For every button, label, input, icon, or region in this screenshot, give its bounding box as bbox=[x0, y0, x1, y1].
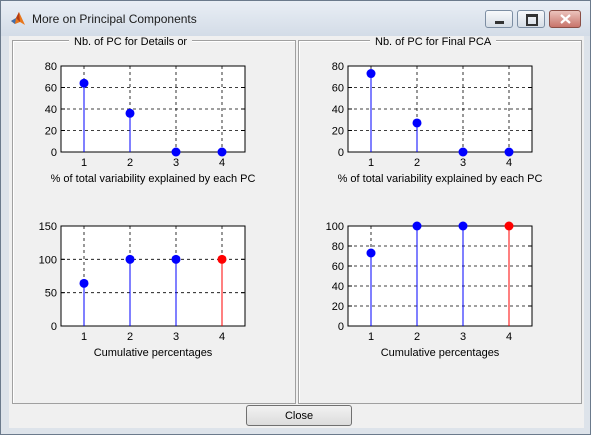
y-tick-label: 60 bbox=[332, 83, 344, 95]
y-tick-label: 80 bbox=[332, 61, 344, 73]
x-tick-label: 1 bbox=[368, 331, 374, 343]
y-tick-label: 80 bbox=[332, 241, 344, 253]
x-axis-label: Cumulative percentages bbox=[381, 347, 500, 359]
chart-cumulative-details: 0 50 100 150 1 2 3 4 Cumulative percentages bbox=[39, 221, 246, 359]
x-tick-label: 1 bbox=[81, 157, 87, 169]
plot-area bbox=[61, 226, 245, 326]
axes-box bbox=[60, 225, 246, 327]
x-tick-label: 4 bbox=[219, 157, 225, 169]
maximize-icon bbox=[526, 14, 538, 26]
stem-marker bbox=[79, 78, 89, 88]
y-tick-label: 100 bbox=[39, 254, 57, 266]
chart-variability-final-pca: 0 20 40 60 80 1 2 3 4 % of total variability expl… bbox=[332, 61, 543, 185]
y-tick-label: 20 bbox=[332, 301, 344, 313]
panel-title-details: Nb. of PC for Details or bbox=[69, 36, 193, 48]
x-axis-label: % of total variability explained by each… bbox=[338, 173, 543, 185]
y-tick-label: 0 bbox=[338, 321, 344, 333]
panel-details: Nb. of PC for Details or bbox=[12, 36, 296, 404]
x-axis-label: Cumulative percentages bbox=[94, 347, 213, 359]
y-tick-label: 50 bbox=[45, 288, 57, 300]
x-tick-label: 2 bbox=[414, 157, 420, 169]
x-tick-label: 2 bbox=[127, 157, 133, 169]
stem-marker bbox=[504, 147, 514, 157]
chart-variability-details: 0 20 40 60 80 1 2 3 4 % of total variability expl… bbox=[45, 61, 256, 185]
stem-marker bbox=[458, 221, 468, 231]
y-tick-label: 0 bbox=[51, 321, 57, 333]
stem-marker bbox=[125, 254, 135, 264]
x-tick-label: 3 bbox=[460, 157, 466, 169]
x-tick-label: 2 bbox=[414, 331, 420, 343]
matlab-logo-icon bbox=[11, 12, 25, 25]
y-tick-label: 0 bbox=[51, 147, 57, 159]
y-tick-label: 20 bbox=[45, 126, 57, 138]
x-tick-label: 4 bbox=[219, 331, 225, 343]
x-tick-label: 3 bbox=[173, 331, 179, 343]
x-axis-label: % of total variability explained by each… bbox=[51, 173, 256, 185]
x-tick-label: 2 bbox=[127, 331, 133, 343]
y-tick-label: 20 bbox=[332, 126, 344, 138]
figure-content: Nb. of PC for Details or Nb. of PC for F… bbox=[9, 36, 584, 428]
axes-box bbox=[347, 225, 533, 327]
y-tick-label: 40 bbox=[332, 281, 344, 293]
stem-marker bbox=[458, 147, 468, 157]
stem-marker bbox=[79, 278, 89, 288]
x-tick-label: 3 bbox=[173, 157, 179, 169]
stem-marker bbox=[366, 248, 376, 258]
panel-title-final-pca: Nb. of PC for Final PCA bbox=[370, 36, 497, 48]
close-button[interactable]: Close bbox=[246, 405, 352, 426]
y-tick-label: 40 bbox=[332, 104, 344, 116]
stem-marker bbox=[217, 254, 227, 264]
minimize-icon bbox=[495, 21, 504, 24]
y-tick-label: 40 bbox=[45, 104, 57, 116]
y-tick-label: 60 bbox=[45, 83, 57, 95]
title-bar[interactable]: More on Principal Components bbox=[1, 1, 590, 36]
stem-marker bbox=[412, 118, 422, 128]
y-tick-label: 150 bbox=[39, 221, 57, 233]
stem-marker bbox=[366, 69, 376, 79]
x-tick-label: 3 bbox=[460, 331, 466, 343]
close-icon bbox=[560, 14, 571, 24]
window-title: More on Principal Components bbox=[32, 12, 197, 26]
chart-cumulative-final-pca: 0 20 40 60 80 100 1 2 3 4 Cumulative percentages bbox=[326, 221, 533, 359]
stem-marker bbox=[171, 147, 181, 157]
minimize-button[interactable] bbox=[485, 10, 513, 28]
panel-final-pca: Nb. of PC for Final PCA bbox=[298, 36, 582, 404]
plot-area bbox=[348, 226, 532, 326]
stem-marker bbox=[217, 147, 227, 157]
maximize-button[interactable] bbox=[517, 10, 545, 28]
stem-marker bbox=[125, 108, 135, 118]
stem-marker bbox=[504, 221, 514, 231]
x-tick-label: 4 bbox=[506, 331, 512, 343]
y-tick-label: 60 bbox=[332, 261, 344, 273]
stem-marker bbox=[171, 254, 181, 264]
x-tick-label: 1 bbox=[81, 331, 87, 343]
close-window-button[interactable] bbox=[549, 10, 581, 28]
x-tick-label: 1 bbox=[368, 157, 374, 169]
y-tick-label: 80 bbox=[45, 61, 57, 73]
stem-marker bbox=[412, 221, 422, 231]
y-tick-label: 100 bbox=[326, 221, 344, 233]
y-tick-label: 0 bbox=[338, 147, 344, 159]
x-tick-label: 4 bbox=[506, 157, 512, 169]
